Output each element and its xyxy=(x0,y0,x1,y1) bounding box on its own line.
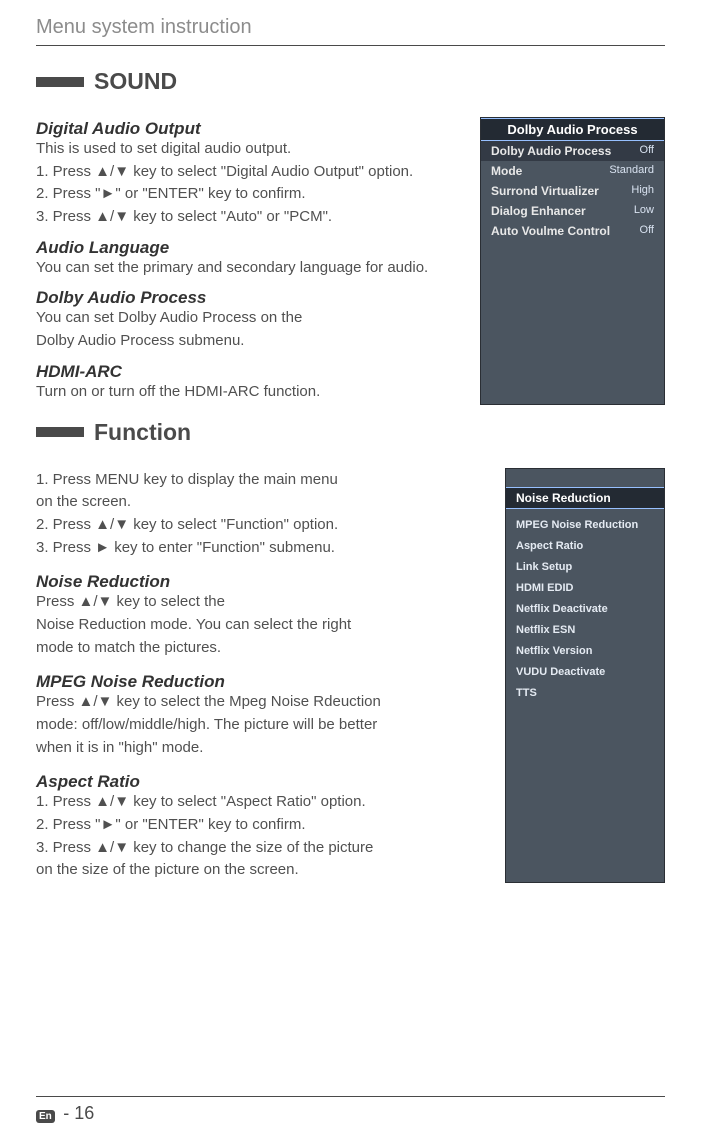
dolby-row-3[interactable]: Dialog Enhancer Low xyxy=(481,201,664,221)
function-menu-title[interactable]: Noise Reduction xyxy=(506,487,664,509)
aspect-line-0: 1. Press ▲/▼ key to select "Aspect Ratio… xyxy=(36,792,487,813)
noise-reduction-line-0: Press ▲/▼ key to select the xyxy=(36,592,487,613)
dolby-row-4[interactable]: Auto Voulme Control Off xyxy=(481,221,664,241)
function-intro-3: 3. Press ► key to enter "Function" subme… xyxy=(36,538,487,559)
function-bar-icon xyxy=(36,427,84,437)
function-menu-item-1[interactable]: Aspect Ratio xyxy=(506,536,664,557)
aspect-line-1: 2. Press "►" or "ENTER" key to confirm. xyxy=(36,815,487,836)
digital-audio-line-3: 3. Press ▲/▼ key to select "Auto" or "PC… xyxy=(36,207,472,228)
footer-rule xyxy=(36,1096,665,1097)
dolby-row-1-value: Standard xyxy=(609,164,654,178)
sound-title: SOUND xyxy=(94,68,177,95)
dolby-row-2-value: High xyxy=(631,184,654,198)
sound-bar-icon xyxy=(36,77,84,87)
function-intro-1: on the screen. xyxy=(36,492,487,513)
dolby-process-line-2: Dolby Audio Process submenu. xyxy=(36,331,472,352)
function-intro-0: 1. Press MENU key to display the main me… xyxy=(36,470,487,491)
page-badge: En - 16 xyxy=(36,1103,94,1124)
footer: En - 16 xyxy=(0,1096,701,1124)
mpeg-heading: MPEG Noise Reduction xyxy=(36,672,487,692)
digital-audio-line-1: 1. Press ▲/▼ key to select "Digital Audi… xyxy=(36,162,472,183)
function-menu-item-4[interactable]: Netflix Deactivate xyxy=(506,599,664,620)
audio-language-heading: Audio Language xyxy=(36,238,472,258)
function-menu-item-0[interactable]: MPEG Noise Reduction xyxy=(506,515,664,536)
function-menu-panel: Noise Reduction MPEG Noise Reduction Asp… xyxy=(505,468,665,884)
dolby-row-1[interactable]: Mode Standard xyxy=(481,161,664,181)
dolby-row-1-label: Mode xyxy=(491,164,522,178)
dolby-process-heading: Dolby Audio Process xyxy=(36,288,472,308)
dolby-process-line-1: You can set Dolby Audio Process on the xyxy=(36,308,472,329)
hdmi-arc-line: Turn on or turn off the HDMI-ARC functio… xyxy=(36,382,472,403)
mpeg-line-0: Press ▲/▼ key to select the Mpeg Noise R… xyxy=(36,692,487,713)
digital-audio-line-2: 2. Press "►" or "ENTER" key to confirm. xyxy=(36,184,472,205)
page-number: - 16 xyxy=(63,1103,94,1123)
dolby-row-0-label: Dolby Audio Process xyxy=(491,144,611,158)
dolby-row-2[interactable]: Surrond Virtualizer High xyxy=(481,181,664,201)
dolby-row-4-label: Auto Voulme Control xyxy=(491,224,610,238)
function-header: Function xyxy=(36,419,665,446)
noise-reduction-line-2: mode to match the pictures. xyxy=(36,638,487,659)
mpeg-line-1: mode: off/low/middle/high. The picture w… xyxy=(36,715,487,736)
digital-audio-heading: Digital Audio Output xyxy=(36,119,472,139)
function-menu-item-2[interactable]: Link Setup xyxy=(506,557,664,578)
function-menu-item-6[interactable]: Netflix Version xyxy=(506,641,664,662)
aspect-line-2: 3. Press ▲/▼ key to change the size of t… xyxy=(36,838,487,859)
dolby-panel-title: Dolby Audio Process xyxy=(481,118,664,141)
dolby-row-0-value: Off xyxy=(640,144,654,158)
function-menu-item-3[interactable]: HDMI EDID xyxy=(506,578,664,599)
dolby-panel: Dolby Audio Process Dolby Audio Process … xyxy=(480,117,665,405)
title-rule xyxy=(36,45,665,46)
noise-reduction-line-1: Noise Reduction mode. You can select the… xyxy=(36,615,487,636)
function-intro-2: 2. Press ▲/▼ key to select "Function" op… xyxy=(36,515,487,536)
dolby-row-4-value: Off xyxy=(640,224,654,238)
dolby-row-3-label: Dialog Enhancer xyxy=(491,204,586,218)
function-menu-item-8[interactable]: TTS xyxy=(506,683,664,704)
aspect-heading: Aspect Ratio xyxy=(36,772,487,792)
dolby-row-3-value: Low xyxy=(634,204,654,218)
aspect-line-3: on the size of the picture on the screen… xyxy=(36,860,487,881)
dolby-row-2-label: Surrond Virtualizer xyxy=(491,184,599,198)
function-title: Function xyxy=(94,419,191,446)
function-menu-item-5[interactable]: Netflix ESN xyxy=(506,620,664,641)
language-badge: En xyxy=(36,1110,55,1123)
function-menu-item-7[interactable]: VUDU Deactivate xyxy=(506,662,664,683)
audio-language-line: You can set the primary and secondary la… xyxy=(36,258,472,279)
hdmi-arc-heading: HDMI-ARC xyxy=(36,362,472,382)
mpeg-line-2: when it is in "high" mode. xyxy=(36,738,487,759)
noise-reduction-heading: Noise Reduction xyxy=(36,572,487,592)
page-title: Menu system instruction xyxy=(36,16,665,39)
digital-audio-line-0: This is used to set digital audio output… xyxy=(36,139,472,160)
sound-header: SOUND xyxy=(36,68,665,95)
dolby-row-0[interactable]: Dolby Audio Process Off xyxy=(481,141,664,161)
